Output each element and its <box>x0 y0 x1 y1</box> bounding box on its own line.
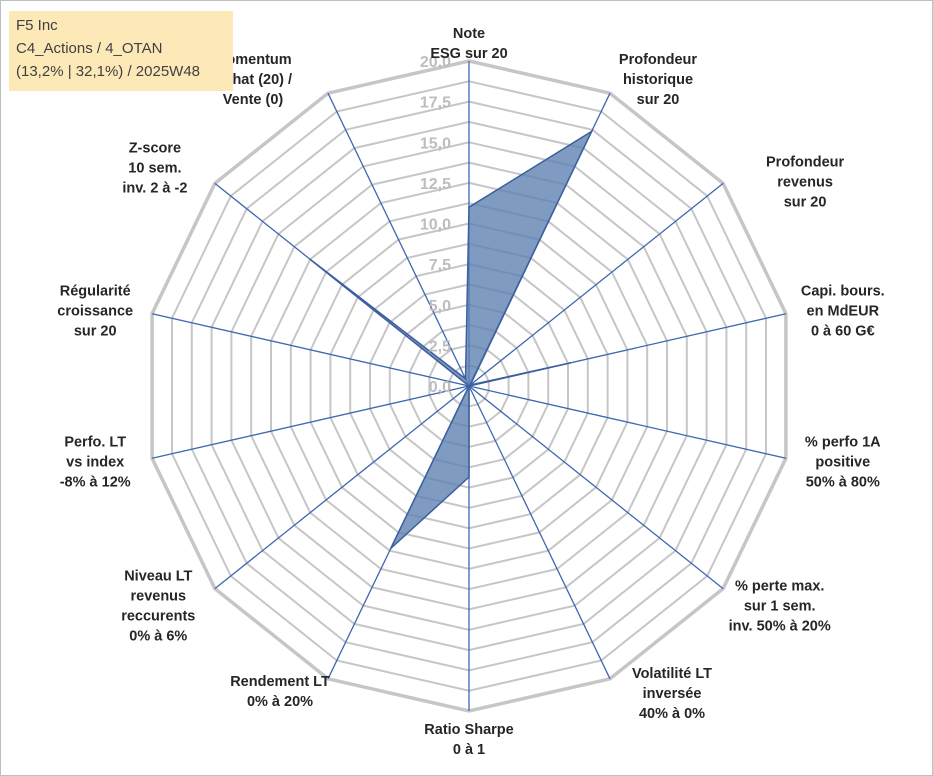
radar-axis-line <box>468 385 787 459</box>
category-label-line: Profondeur <box>766 154 844 170</box>
category-label-line: 0% à 20% <box>247 694 313 710</box>
category-label-line: Perfo. LT <box>64 434 126 450</box>
radar-axis-line <box>151 385 470 459</box>
category-label-line: -8% à 12% <box>60 474 131 490</box>
category-label-line: Momentum <box>214 52 291 68</box>
series-point <box>468 476 470 478</box>
series-point <box>466 385 469 388</box>
radial-tick-labels: 0,0 2,5 5,0 7,5 10,0 12,5 15,0 17,5 20,0 <box>420 54 451 396</box>
category-label: Note ESG sur 20 <box>430 26 507 62</box>
category-label-line: sur 20 <box>74 324 117 340</box>
category-label-line: Z-score <box>129 140 181 156</box>
tick-label: 15,0 <box>420 135 451 152</box>
series-point <box>464 377 467 380</box>
info-box: F5 Inc C4_Actions / 4_OTAN (13,2% | 32,1… <box>9 11 233 91</box>
category-label-line: 40% à 0% <box>639 706 705 722</box>
series-point <box>469 384 472 386</box>
category-label: Rendement LT 0% à 20% <box>230 674 330 710</box>
category-label-line: revenus <box>777 174 833 190</box>
category-label-line: 0% à 6% <box>129 628 187 644</box>
tick-label: 12,5 <box>420 176 451 193</box>
category-label-line: 50% à 80% <box>806 474 880 490</box>
category-label: Profondeur revenus sur 20 <box>766 154 844 210</box>
tick-label: 10,0 <box>420 217 451 234</box>
tick-label: 17,5 <box>420 95 451 112</box>
category-label-line: croissance <box>57 304 133 320</box>
category-label-line: ESG sur 20 <box>430 46 507 62</box>
category-label-line: Rendement LT <box>230 674 330 690</box>
category-label: Capi. bours. en MdEUR 0 à 60 G€ <box>801 284 885 340</box>
radar-series <box>309 129 594 550</box>
series-point <box>569 362 572 364</box>
category-label-line: sur 20 <box>637 92 680 108</box>
category-label-line: Note <box>453 26 485 42</box>
category-label: Volatilité LT inversée 40% à 0% <box>632 666 712 722</box>
category-label: Ratio Sharpe 0 à 1 <box>424 722 513 758</box>
category-label-line: 10 sem. <box>128 160 181 176</box>
category-label-line: historique <box>623 72 693 88</box>
category-label-line: Niveau LT <box>124 568 192 584</box>
category-label: Perfo. LT vs index -8% à 12% <box>60 434 131 490</box>
performance-week: (13,2% | 32,1%) / 2025W48 <box>16 63 200 80</box>
radar-axis-line <box>468 385 611 680</box>
category-label-line: 0 à 60 G€ <box>811 324 875 340</box>
category-label: % perte max. sur 1 sem. inv. 50% à 20% <box>729 578 831 634</box>
tick-label: 0,0 <box>429 379 451 396</box>
category-label-line: Vente (0) <box>223 92 284 108</box>
category-label-line: % perfo 1A <box>805 434 881 450</box>
category-label-line: inv. 50% à 20% <box>729 618 831 634</box>
radar-axis-line <box>468 182 724 387</box>
radar-axis-line <box>327 92 470 387</box>
category-label: Régularité croissance sur 20 <box>57 284 133 340</box>
category-label-line: 0 à 1 <box>453 742 485 758</box>
category-label-line: Profondeur <box>619 52 697 68</box>
category-label-line: Volatilité LT <box>632 666 712 682</box>
category-label-line: reccurents <box>121 608 195 624</box>
category-label-line: % perte max. <box>735 578 824 594</box>
category-label-line: vs index <box>66 454 124 470</box>
tick-label: 5,0 <box>429 298 451 315</box>
category-label-line: sur 20 <box>784 194 827 210</box>
category-label-line: revenus <box>130 588 186 604</box>
category-label-line: Capi. bours. <box>801 284 885 300</box>
series-point <box>309 258 312 261</box>
series-point <box>468 206 470 208</box>
series-point <box>468 385 470 387</box>
category-labels: Note ESG sur 20 Profondeur historique sur 20… <box>57 26 884 758</box>
category-label-line: inv. 2 à -2 <box>122 180 187 196</box>
category-label: Momentum Achat (20) / Vente (0) <box>214 52 292 108</box>
category-label-line: positive <box>815 454 870 470</box>
company-name: F5 Inc <box>16 17 58 34</box>
category-label-line: Régularité <box>60 284 131 300</box>
series-point <box>389 547 392 550</box>
portfolio-category: C4_Actions / 4_OTAN <box>16 40 163 57</box>
category-label: Z-score 10 sem. inv. 2 à -2 <box>122 140 187 196</box>
category-label: % perfo 1A positive 50% à 80% <box>805 434 881 490</box>
category-label-line: en MdEUR <box>807 304 880 320</box>
tick-label: 7,5 <box>429 257 451 274</box>
category-label: Profondeur historique sur 20 <box>619 52 697 108</box>
category-label-line: Ratio Sharpe <box>424 722 513 738</box>
category-label-line: sur 1 sem. <box>744 598 816 614</box>
tick-label: 20,0 <box>420 54 451 71</box>
radar-axis-line <box>214 385 470 590</box>
tick-label: 2,5 <box>429 338 451 355</box>
series-point <box>590 130 593 133</box>
radar-axis-line <box>151 313 470 387</box>
category-label: Niveau LT revenus reccurents 0% à 6% <box>121 568 195 644</box>
radar-axis-line <box>468 385 724 590</box>
category-label-line: inversée <box>643 686 702 702</box>
category-label-line: Achat (20) / <box>214 72 292 88</box>
